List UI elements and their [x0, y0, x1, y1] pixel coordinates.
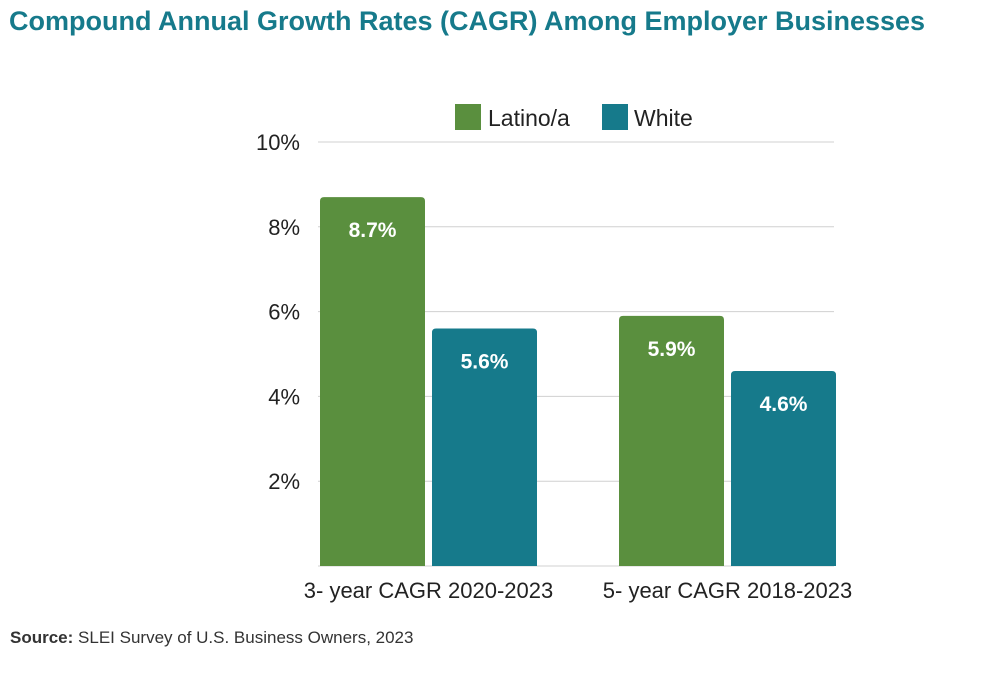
y-tick-label: 10%	[256, 130, 300, 155]
source-label: Source:	[10, 628, 74, 647]
bar-latino-1	[320, 197, 425, 566]
legend-swatch-latino	[455, 104, 481, 130]
data-label: 4.6%	[760, 393, 808, 416]
x-category-label: 3- year CAGR 2020-2023	[304, 578, 553, 603]
data-label: 5.6%	[461, 351, 509, 374]
bar-latino-2	[619, 315, 724, 566]
y-tick-label: 8%	[268, 215, 300, 240]
y-tick-label: 4%	[268, 384, 300, 409]
legend-label-white: White	[634, 105, 693, 131]
bar-white-2	[731, 370, 836, 566]
source-text: SLEI Survey of U.S. Business Owners, 202…	[78, 628, 414, 647]
y-tick-label: 6%	[268, 300, 300, 325]
data-label: 5.9%	[648, 338, 696, 361]
legend-label-latino: Latino/a	[488, 105, 570, 131]
legend-swatch-white	[602, 104, 628, 130]
bar-white-1	[432, 328, 537, 566]
data-label: 8.7%	[349, 219, 397, 242]
y-tick-label: 2%	[268, 469, 300, 494]
chart-title: Compound Annual Growth Rates (CAGR) Amon…	[9, 6, 926, 36]
source-note: Source: SLEI Survey of U.S. Business Own…	[10, 628, 413, 648]
x-category-label: 5- year CAGR 2018-2023	[603, 578, 852, 603]
